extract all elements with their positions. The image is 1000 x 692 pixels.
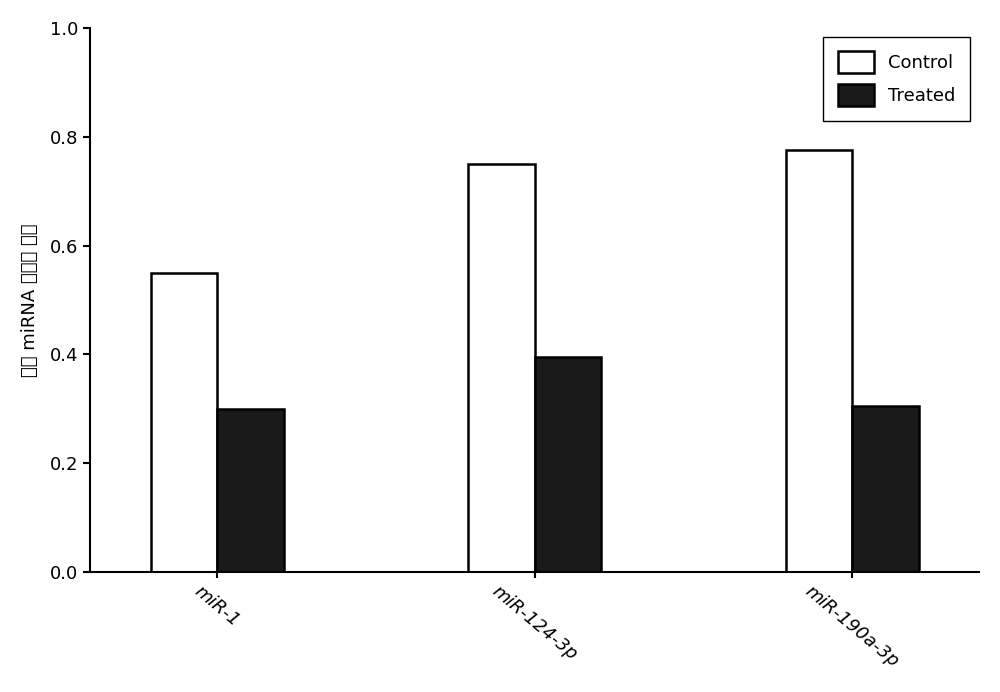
Bar <box>786 150 852 572</box>
Bar <box>468 164 535 572</box>
Y-axis label: 睾丸 miRNA 表达中 位数: 睾丸 miRNA 表达中 位数 <box>21 224 39 376</box>
Bar <box>217 409 284 572</box>
Bar <box>151 273 217 572</box>
Bar <box>852 406 919 572</box>
Bar <box>535 357 601 572</box>
Legend: Control, Treated: Control, Treated <box>823 37 970 120</box>
